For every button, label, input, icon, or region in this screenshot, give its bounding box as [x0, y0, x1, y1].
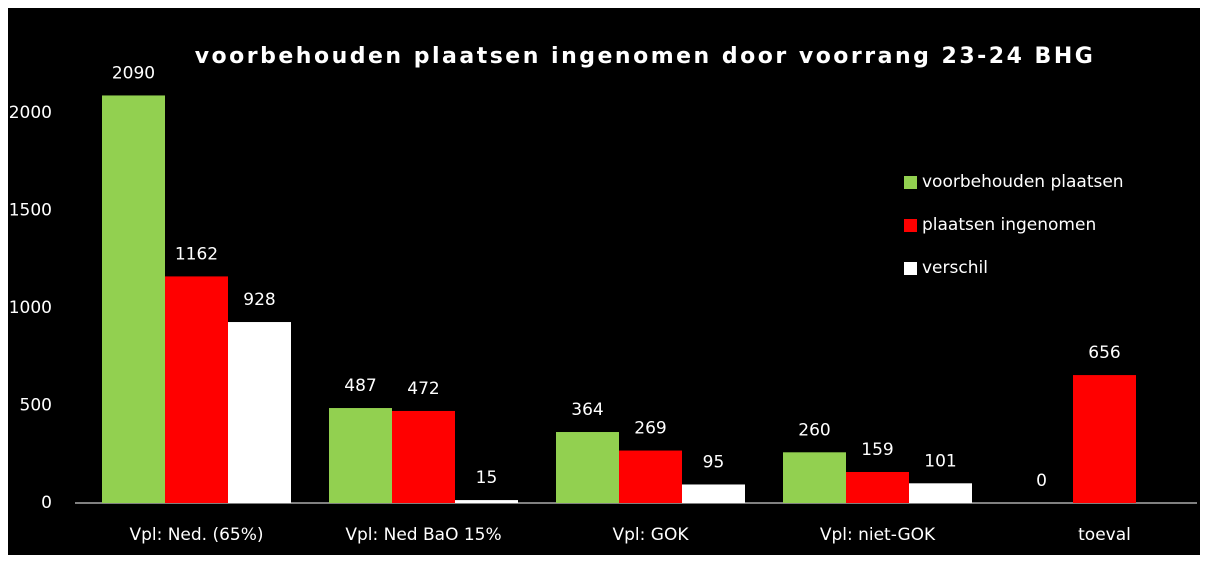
value-label: 364 [571, 400, 603, 420]
y-tick-label: 500 [20, 396, 52, 416]
x-tick-label: Vpl: Ned. (65%) [129, 525, 263, 545]
value-label: 101 [924, 451, 956, 471]
x-tick-label: Vpl: niet-GOK [820, 525, 936, 545]
bar [619, 450, 682, 503]
bar [556, 432, 619, 503]
bar [455, 500, 518, 503]
x-tick-label: Vpl: Ned BaO 15% [345, 525, 501, 545]
bar [392, 410, 455, 503]
y-tick-label: 0 [41, 493, 52, 513]
bar [228, 322, 291, 503]
legend-label: plaatsen ingenomen [922, 215, 1096, 235]
legend-swatch [904, 219, 917, 232]
legend-swatch [904, 262, 917, 275]
title-box: voorbehouden plaatsen ingenomen door voo… [194, 44, 1096, 69]
value-label: 95 [703, 452, 725, 472]
bar [682, 484, 745, 503]
chart-title: voorbehouden plaatsen ingenomen door voo… [194, 44, 1096, 69]
x-tick-label: toeval [1078, 525, 1131, 545]
value-label: 1162 [175, 244, 218, 264]
y-tick-label: 1000 [9, 298, 52, 318]
value-label: 260 [798, 420, 830, 440]
bar [102, 95, 165, 503]
value-label: 269 [634, 419, 666, 439]
legend-label: voorbehouden plaatsen [922, 172, 1124, 192]
value-label: 472 [407, 379, 439, 399]
value-label: 928 [243, 290, 275, 310]
bar [1073, 375, 1136, 503]
y-tick-label: 1500 [9, 201, 52, 221]
legend-label: verschil [922, 258, 988, 278]
y-tick-label: 2000 [9, 103, 52, 123]
bar [783, 452, 846, 503]
bar [165, 276, 228, 503]
value-label: 656 [1088, 343, 1120, 363]
value-label: 0 [1036, 471, 1047, 491]
value-label: 2090 [112, 63, 155, 83]
value-label: 159 [861, 440, 893, 460]
value-label: 487 [344, 376, 376, 396]
x-tick-label: Vpl: GOK [613, 525, 690, 545]
value-label: 15 [476, 468, 498, 488]
bar [329, 408, 392, 503]
bar [909, 483, 972, 503]
legend-swatch [904, 176, 917, 189]
bar [846, 471, 909, 503]
